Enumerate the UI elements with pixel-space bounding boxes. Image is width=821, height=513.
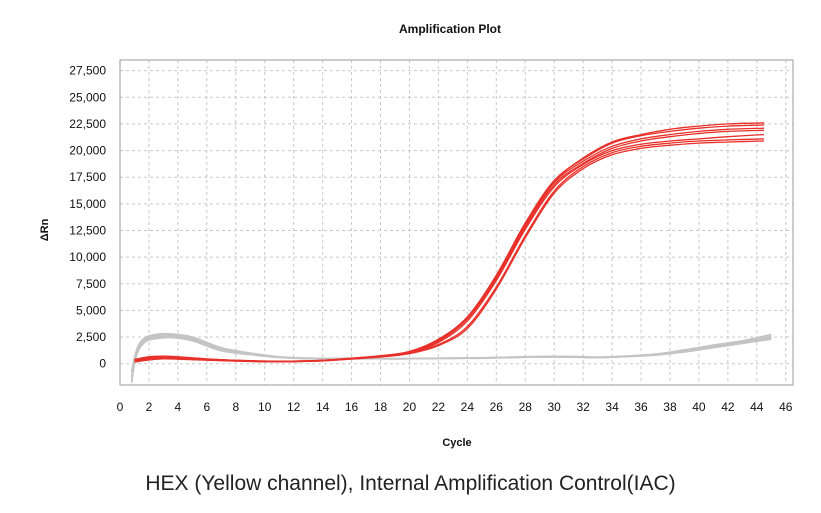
x-tick-label: 22 <box>432 400 446 414</box>
x-tick-label: 8 <box>232 400 239 414</box>
x-tick-label: 12 <box>287 400 301 414</box>
x-tick-label: 30 <box>548 400 562 414</box>
figure-caption: HEX (Yellow channel), Internal Amplifica… <box>145 472 676 495</box>
y-tick-label: 15,000 <box>69 197 106 211</box>
background-curve <box>130 336 772 381</box>
grid-lines <box>120 60 793 385</box>
y-tick-label: 10,000 <box>69 250 106 264</box>
x-axis-label: Cycle <box>442 437 471 449</box>
x-tick-label: 44 <box>750 400 764 414</box>
x-tick-label: 36 <box>634 400 648 414</box>
x-tick-label: 46 <box>779 400 793 414</box>
x-axis-ticks: 0 2 4 6 8 10 12 14 16 18 20 22 24 26 28 30 32 34 36 38 40 42 4… <box>117 400 793 414</box>
y-axis-ticks: 0 2,500 5,000 7,500 10,000 12,500 15,000 17,500… <box>69 64 106 371</box>
y-tick-label: 22,500 <box>69 117 106 131</box>
y-tick-label: 27,500 <box>69 64 106 78</box>
y-tick-label: 0 <box>99 357 106 371</box>
y-tick-label: 25,000 <box>69 90 106 104</box>
background-curve <box>130 333 772 377</box>
x-tick-label: 16 <box>345 400 359 414</box>
x-tick-label: 2 <box>146 400 153 414</box>
x-tick-label: 40 <box>692 400 706 414</box>
y-tick-label: 20,000 <box>69 144 106 158</box>
x-tick-label: 20 <box>403 400 417 414</box>
x-tick-label: 28 <box>519 400 533 414</box>
y-tick-label: 12,500 <box>69 223 106 237</box>
y-tick-label: 17,500 <box>69 170 106 184</box>
x-tick-label: 4 <box>175 400 182 414</box>
x-tick-label: 42 <box>721 400 735 414</box>
x-tick-label: 26 <box>490 400 504 414</box>
x-tick-label: 34 <box>605 400 619 414</box>
positive-amplification-curve <box>134 138 765 363</box>
x-tick-label: 24 <box>461 400 475 414</box>
chart-title: Amplification Plot <box>399 22 501 36</box>
y-tick-label: 5,000 <box>76 303 106 317</box>
x-tick-label: 18 <box>374 400 388 414</box>
positive-amplification-curve <box>134 122 765 362</box>
x-tick-label: 6 <box>203 400 210 414</box>
x-tick-label: 32 <box>576 400 590 414</box>
plot-frame <box>119 59 794 386</box>
amplification-plot-chart: Amplification Plot 0 2,500 5,000 7,500 10,00… <box>39 22 794 449</box>
y-tick-label: 2,500 <box>76 330 106 344</box>
x-tick-label: 38 <box>663 400 677 414</box>
positive-amplification-curve <box>134 140 765 363</box>
y-tick-label: 7,500 <box>76 277 106 291</box>
x-tick-label: 14 <box>316 400 330 414</box>
y-axis-label: ΔRn <box>39 218 51 241</box>
positive-curves <box>134 122 765 363</box>
x-tick-label: 10 <box>258 400 272 414</box>
background-curves <box>130 332 772 384</box>
x-tick-label: 0 <box>117 400 124 414</box>
